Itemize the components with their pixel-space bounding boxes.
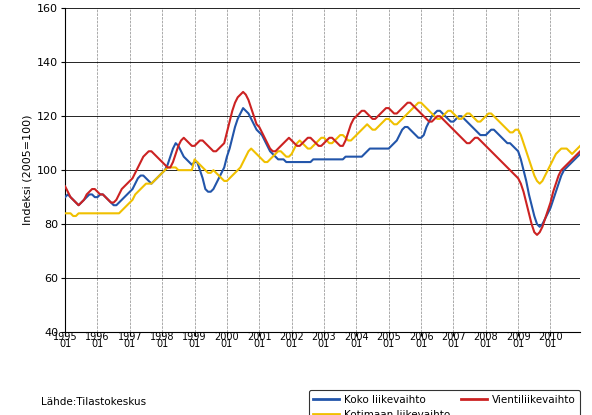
Text: 2002: 2002: [279, 332, 304, 342]
Legend: Koko liikevaihto, Kotimaan liikevaihto, Vientiliikevaihto: Koko liikevaihto, Kotimaan liikevaihto, …: [309, 391, 580, 415]
Text: 2009: 2009: [506, 332, 530, 342]
Text: 1996: 1996: [85, 332, 110, 342]
Text: 1995: 1995: [53, 332, 78, 342]
Text: Lähde:Tilastokeskus: Lähde:Tilastokeskus: [41, 397, 147, 407]
Text: 2003: 2003: [311, 332, 336, 342]
Text: 2008: 2008: [474, 332, 498, 342]
Text: 2001: 2001: [247, 332, 272, 342]
Text: 2005: 2005: [377, 332, 401, 342]
Text: 1997: 1997: [118, 332, 142, 342]
Text: 1999: 1999: [182, 332, 207, 342]
Text: 2007: 2007: [441, 332, 466, 342]
Text: 2010: 2010: [538, 332, 563, 342]
Text: 2006: 2006: [408, 332, 433, 342]
Text: 2000: 2000: [215, 332, 239, 342]
Text: 1998: 1998: [150, 332, 175, 342]
Text: 2004: 2004: [344, 332, 369, 342]
Y-axis label: Indeksi (2005=100): Indeksi (2005=100): [23, 115, 33, 225]
